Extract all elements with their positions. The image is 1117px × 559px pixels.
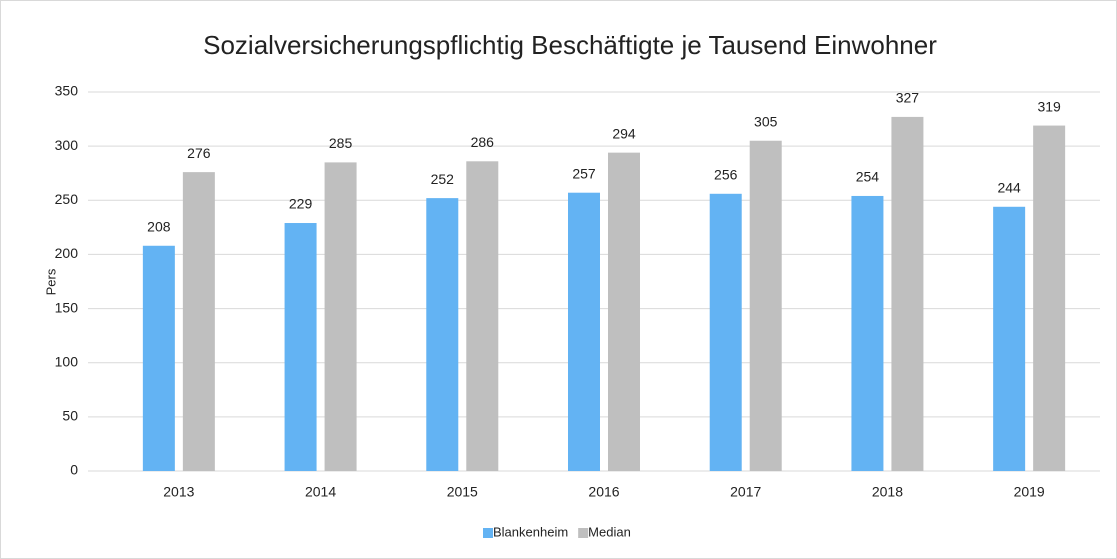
y-tick-label: 100 bbox=[55, 353, 79, 369]
bar bbox=[608, 152, 640, 471]
data-label: 244 bbox=[997, 179, 1021, 195]
y-axis-label: Pers bbox=[43, 268, 58, 295]
y-tick-label: 200 bbox=[55, 245, 79, 261]
x-tick-label: 2015 bbox=[447, 484, 478, 500]
legend-label: Median bbox=[588, 524, 631, 539]
y-tick-label: 50 bbox=[62, 408, 78, 424]
bar bbox=[182, 172, 215, 472]
bar bbox=[749, 140, 782, 471]
data-label: 327 bbox=[896, 90, 920, 106]
legend-label: Blankenheim bbox=[493, 524, 568, 539]
bar bbox=[284, 223, 317, 471]
x-tick-label: 2017 bbox=[730, 484, 761, 500]
data-label: 285 bbox=[329, 135, 353, 151]
legend-swatch bbox=[578, 528, 589, 538]
data-label: 256 bbox=[714, 166, 738, 182]
y-tick-label: 250 bbox=[55, 191, 79, 207]
legend-swatch bbox=[483, 528, 493, 538]
x-tick-label: 2014 bbox=[305, 484, 336, 500]
bar bbox=[426, 198, 459, 471]
chart-title: Sozialversicherungspflichtig Beschäftigt… bbox=[203, 30, 937, 60]
y-tick-label: 300 bbox=[55, 137, 79, 153]
bar bbox=[466, 161, 499, 471]
data-label: 305 bbox=[754, 113, 778, 129]
x-tick-label: 2018 bbox=[872, 484, 903, 500]
bar bbox=[142, 245, 175, 471]
y-tick-label: 350 bbox=[55, 83, 79, 99]
data-label: 229 bbox=[289, 196, 313, 212]
data-label: 208 bbox=[147, 218, 171, 234]
data-label: 252 bbox=[431, 171, 455, 187]
data-label: 276 bbox=[187, 145, 211, 161]
bar bbox=[851, 195, 884, 471]
data-label: 319 bbox=[1037, 98, 1061, 114]
data-label: 286 bbox=[471, 134, 495, 150]
y-tick-label: 150 bbox=[55, 299, 79, 315]
bar bbox=[1033, 125, 1066, 471]
bar bbox=[891, 116, 924, 472]
data-label: 257 bbox=[572, 165, 596, 181]
bar bbox=[568, 192, 600, 471]
x-tick-label: 2013 bbox=[163, 484, 194, 500]
data-label: 254 bbox=[856, 169, 880, 185]
bar bbox=[993, 206, 1026, 472]
y-tick-label: 0 bbox=[70, 462, 78, 478]
x-tick-label: 2016 bbox=[588, 484, 619, 500]
data-label: 294 bbox=[612, 125, 636, 141]
x-tick-label: 2019 bbox=[1014, 484, 1045, 500]
bar bbox=[324, 162, 357, 471]
bar bbox=[709, 193, 742, 471]
